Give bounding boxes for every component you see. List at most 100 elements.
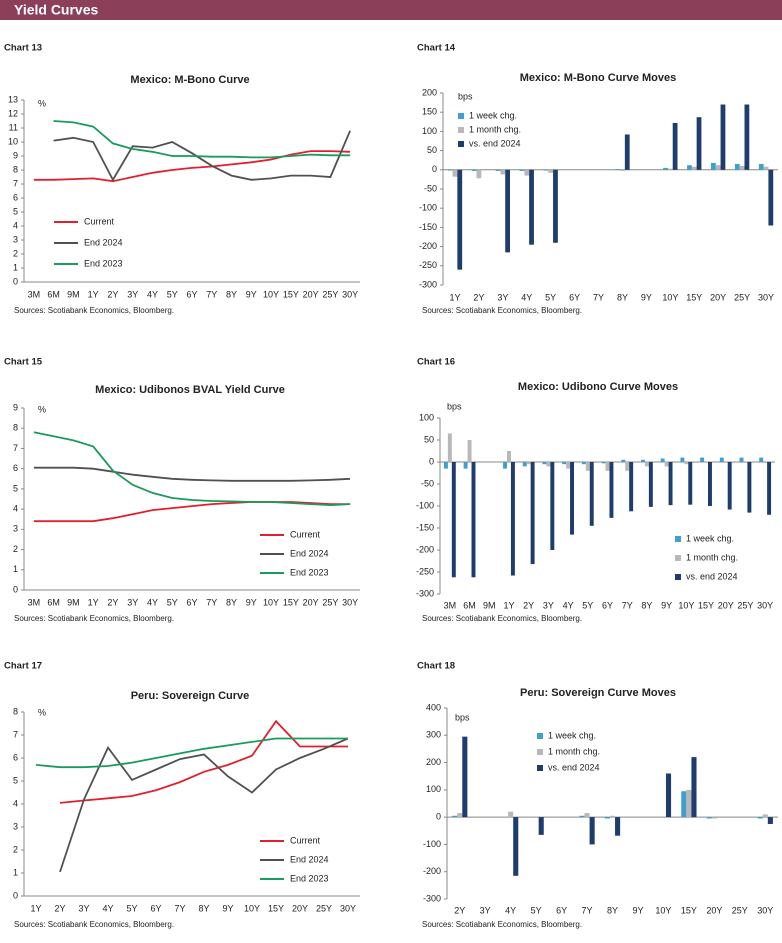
bar — [495, 169, 501, 171]
line-series — [35, 737, 348, 769]
x-tick-label: 6Y — [556, 905, 567, 915]
y-tick-label: -100 — [423, 839, 441, 849]
x-tick-label: 1Y — [503, 600, 514, 610]
line-series — [59, 737, 349, 873]
bar — [615, 169, 621, 170]
line-series — [33, 150, 351, 183]
bar — [507, 451, 511, 462]
x-tick-label: 5Y — [126, 903, 137, 913]
y-tick-label: -200 — [423, 866, 441, 876]
bar — [467, 440, 472, 462]
x-tick-label: 4Y — [521, 292, 532, 302]
x-tick-label: 6Y — [186, 289, 197, 299]
x-tick-label: 20Y — [292, 903, 308, 913]
x-tick-label: 20Y — [303, 289, 319, 299]
bar — [758, 164, 764, 170]
bar — [550, 462, 555, 550]
x-tick-label: 1Y — [449, 292, 460, 302]
chart-label: Chart 17 — [4, 661, 42, 672]
x-tick-label: 3M — [28, 289, 41, 299]
y-tick-label: 100 — [426, 784, 441, 794]
y-tick-label: -300 — [419, 279, 437, 289]
x-tick-label: 15Y — [268, 903, 284, 913]
x-tick-label: 25Y — [734, 292, 750, 302]
x-tick-label: 15Y — [686, 292, 702, 302]
y-tick-label: 10 — [8, 136, 18, 146]
chart-label: Chart 15 — [4, 357, 43, 368]
y-tick-label: -50 — [424, 183, 437, 193]
chart-title: Peru: Sovereign Curve Moves — [520, 687, 676, 699]
legend-label: 1 month chg. — [469, 124, 521, 134]
legend-key — [458, 127, 464, 133]
y-unit: bps — [447, 401, 462, 411]
bar — [447, 433, 452, 462]
y-tick-label: -100 — [419, 203, 437, 213]
legend-label: End 2024 — [290, 548, 329, 558]
bar — [566, 462, 571, 469]
x-tick-label: 30Y — [758, 292, 774, 302]
x-tick-label: 30Y — [342, 289, 358, 299]
x-tick-label: 2Y — [54, 903, 65, 913]
x-tick-label: 9Y — [246, 597, 257, 607]
chart-label: Chart 13 — [4, 43, 42, 54]
bar — [471, 169, 477, 171]
x-tick-label: 3Y — [497, 292, 508, 302]
y-tick-label: -50 — [421, 478, 434, 488]
bar — [664, 462, 669, 467]
y-tick-label: 5 — [13, 483, 18, 493]
x-tick-label: 2Y — [454, 905, 465, 915]
bar — [579, 815, 585, 818]
bar — [747, 462, 752, 513]
bar — [584, 813, 590, 818]
y-tick-label: 200 — [422, 87, 437, 97]
chart-title: Mexico: M-Bono Curve — [130, 74, 249, 86]
legend-key — [675, 574, 681, 580]
bar — [530, 462, 535, 565]
bar — [759, 457, 764, 462]
header-bar — [0, 0, 782, 20]
y-tick-label: 0 — [13, 276, 18, 286]
bar — [720, 104, 726, 170]
y-tick-label: 1 — [13, 867, 18, 877]
x-tick-label: 10Y — [263, 289, 279, 299]
bar — [719, 457, 724, 462]
bar — [538, 817, 544, 835]
bar — [589, 817, 595, 845]
x-tick-label: 20Y — [718, 600, 734, 610]
x-tick-label: 7Y — [593, 292, 604, 302]
bar — [513, 817, 519, 876]
legend-label: 1 week chg. — [548, 730, 596, 740]
legend-label: 1 month chg. — [548, 746, 600, 756]
bar — [585, 462, 590, 471]
bar — [739, 457, 744, 462]
x-tick-label: 20Y — [706, 905, 722, 915]
y-tick-label: 2 — [13, 544, 18, 554]
bar — [526, 462, 531, 465]
y-tick-label: 6 — [13, 192, 18, 202]
x-tick-label: 1Y — [30, 903, 41, 913]
bar — [641, 459, 645, 462]
legend-key — [458, 141, 464, 147]
y-tick-label: 1 — [13, 564, 18, 574]
y-tick-label: 100 — [422, 126, 437, 136]
x-tick-label: 10Y — [678, 600, 694, 610]
x-tick-label: 30Y — [757, 600, 773, 610]
bar — [451, 462, 456, 578]
bar — [452, 815, 458, 818]
y-tick-label: 5 — [13, 206, 18, 216]
legend-label: vs. end 2024 — [548, 762, 600, 772]
x-tick-label: 2Y — [107, 289, 118, 299]
x-tick-label: 10Y — [655, 905, 671, 915]
bar — [711, 817, 717, 819]
source: Sources: Scotiabank Economics, Bloomberg… — [14, 306, 174, 315]
y-tick-label: 0 — [429, 456, 434, 466]
source: Sources: Scotiabank Economics, Bloomberg… — [422, 614, 582, 623]
x-tick-label: 4Y — [102, 903, 113, 913]
y-tick-label: 9 — [13, 150, 18, 160]
y-tick-label: 300 — [426, 730, 441, 740]
chart-title: Peru: Sovereign Curve — [131, 690, 250, 702]
bar — [727, 462, 732, 510]
y-tick-label: 2 — [13, 248, 18, 258]
bar — [543, 169, 549, 171]
x-tick-label: 9M — [67, 289, 80, 299]
